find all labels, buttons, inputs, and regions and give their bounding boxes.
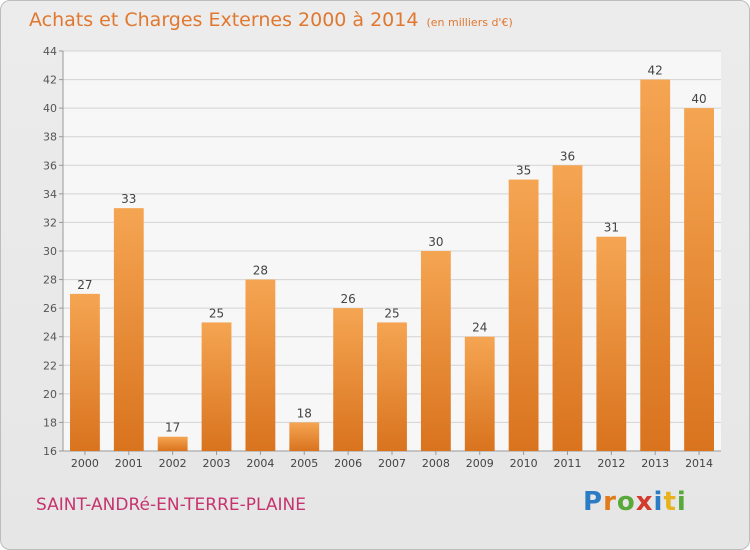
bar [508,179,539,452]
data-label: 24 [472,321,487,335]
y-tick-label: 44 [43,45,57,58]
y-tick-label: 22 [43,359,57,372]
logo-letter: x [635,487,654,517]
bar [377,322,407,451]
bar [70,293,100,451]
bar [113,208,144,451]
x-tick-label: 2011 [553,457,581,470]
logo-letter: P [583,487,604,517]
y-tick-label: 26 [43,302,57,315]
bar [420,251,451,451]
bar [640,79,671,452]
chart-subtitle: (en milliers d'€) [426,16,513,29]
place-name: SAINT-ANDRé-EN-TERRE-PLAINE [36,495,306,515]
bar [157,436,188,451]
logo-letter: r [603,487,617,517]
proxiti-logo: Proxiti [583,487,687,517]
x-tick-label: 2007 [378,457,406,470]
y-tick-label: 30 [43,245,57,258]
y-tick-label: 28 [43,274,57,287]
x-tick-label: 2006 [334,457,362,470]
data-label: 40 [691,92,706,106]
x-tick-label: 2014 [685,457,713,470]
y-tick-label: 20 [43,388,57,401]
bar [333,308,364,451]
x-tick-label: 2010 [510,457,538,470]
logo-letter: t [663,487,677,517]
y-tick-label: 34 [43,188,57,201]
logo-letter: i [653,487,664,517]
data-label: 26 [340,292,355,306]
data-label: 18 [297,406,312,420]
x-tick-label: 2003 [203,457,231,470]
x-tick-label: 2001 [115,457,143,470]
y-tick-label: 38 [43,131,57,144]
bar [552,165,583,452]
x-tick-label: 2013 [641,457,669,470]
x-tick-label: 2004 [246,457,274,470]
x-tick-label: 2000 [71,457,99,470]
data-label: 33 [121,192,136,206]
y-tick-label: 16 [43,445,57,458]
data-label: 17 [165,421,180,435]
x-tick-label: 2012 [597,457,625,470]
x-tick-label: 2005 [290,457,318,470]
y-tick-label: 40 [43,102,57,115]
y-tick-label: 18 [43,416,57,429]
bar [596,236,627,451]
bar [245,279,276,451]
bar [464,336,495,451]
logo-letter: o [616,487,636,517]
bar [684,108,714,452]
chart-title: Achats et Charges Externes 2000 à 2014 (e… [29,9,513,31]
data-label: 25 [384,306,399,320]
y-tick-label: 32 [43,216,57,229]
x-tick-label: 2009 [466,457,494,470]
bar [201,322,232,451]
data-label: 28 [253,264,268,278]
data-label: 42 [648,64,663,78]
data-label: 35 [516,164,531,178]
y-tick-label: 42 [43,74,57,87]
x-tick-label: 2002 [159,457,187,470]
y-tick-label: 24 [43,331,57,344]
title-text: Achats et Charges Externes 2000 à 2014 [29,9,419,31]
x-tick-label: 2008 [422,457,450,470]
data-label: 25 [209,306,224,320]
y-tick-label: 36 [43,159,57,172]
bar [289,422,320,451]
data-label: 31 [604,221,619,235]
data-label: 30 [428,235,443,249]
data-label: 36 [560,149,575,163]
data-label: 27 [77,278,92,292]
logo-letter: i [676,487,687,517]
